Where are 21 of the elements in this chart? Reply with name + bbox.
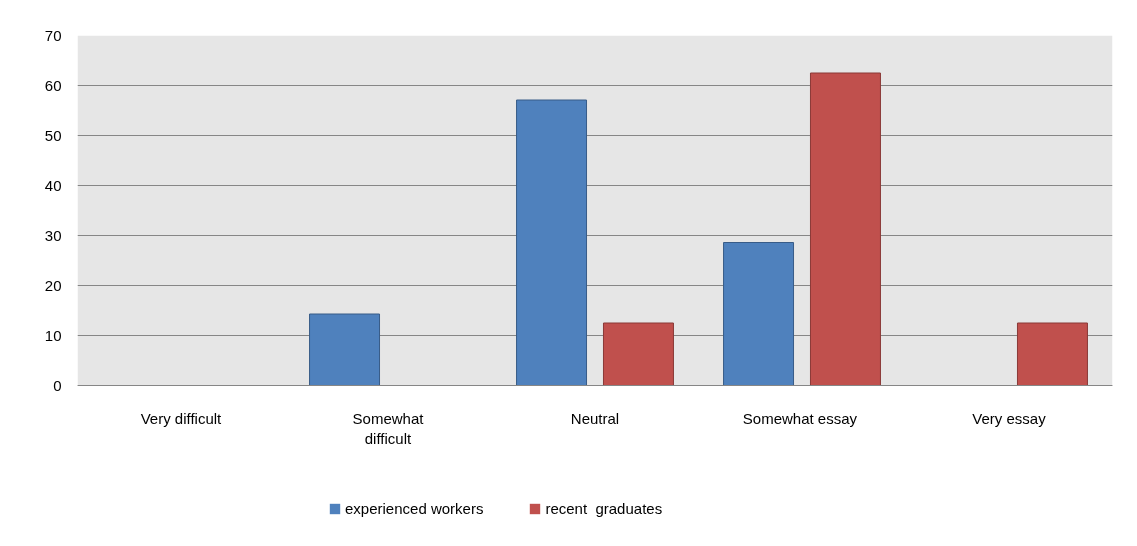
y-tick-label: 70 bbox=[44, 26, 62, 44]
bar bbox=[309, 313, 381, 386]
bar bbox=[723, 242, 795, 386]
bar bbox=[1016, 322, 1088, 386]
y-tick-label: 20 bbox=[44, 276, 62, 294]
legend-label: recent graduates bbox=[545, 500, 663, 517]
y-tick-label: 10 bbox=[44, 326, 62, 344]
x-tick-label: Neutral bbox=[570, 409, 620, 427]
y-tick-label: 50 bbox=[44, 126, 62, 144]
x-tick-label: Very essay bbox=[972, 409, 1047, 427]
y-tick-label: 30 bbox=[44, 226, 62, 244]
bar bbox=[809, 72, 881, 386]
y-tick-label: 60 bbox=[44, 76, 62, 94]
x-tick-label: Somewhat essay bbox=[742, 409, 858, 427]
y-tick-label: 40 bbox=[44, 176, 62, 194]
bar bbox=[516, 99, 588, 386]
y-tick-label: 0 bbox=[53, 376, 62, 394]
bar bbox=[602, 322, 674, 386]
x-tick-label: Somewhat difficult bbox=[352, 409, 425, 447]
legend-label: experienced workers bbox=[345, 500, 484, 517]
x-tick-label: Very difficult bbox=[140, 409, 223, 427]
